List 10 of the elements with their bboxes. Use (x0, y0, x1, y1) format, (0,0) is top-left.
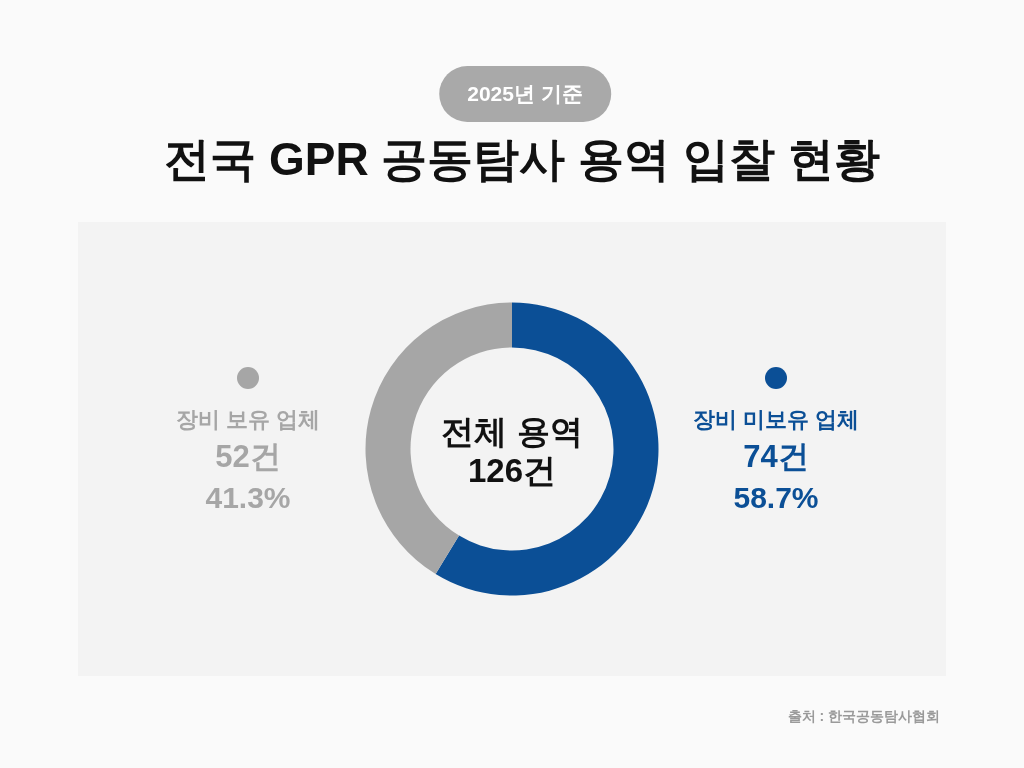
source-note: 출처 : 한국공동탐사협회 (787, 707, 940, 725)
chart-title: 전국 GPR 공동탐사 용역 입찰 현황 (164, 132, 880, 188)
text: 전체 용역 126건 (440, 412, 584, 490)
data-label: 74건 (743, 438, 809, 476)
data-label: 52건 (215, 438, 281, 476)
chart-subtitle: 2025년 기준 (439, 66, 611, 122)
legend-label: 장비 보유 업체 (175, 406, 321, 433)
text: 58.7% (733, 481, 819, 514)
text: 41.3% (205, 481, 291, 514)
legend-label: 장비 미보유 업체 (692, 406, 860, 433)
